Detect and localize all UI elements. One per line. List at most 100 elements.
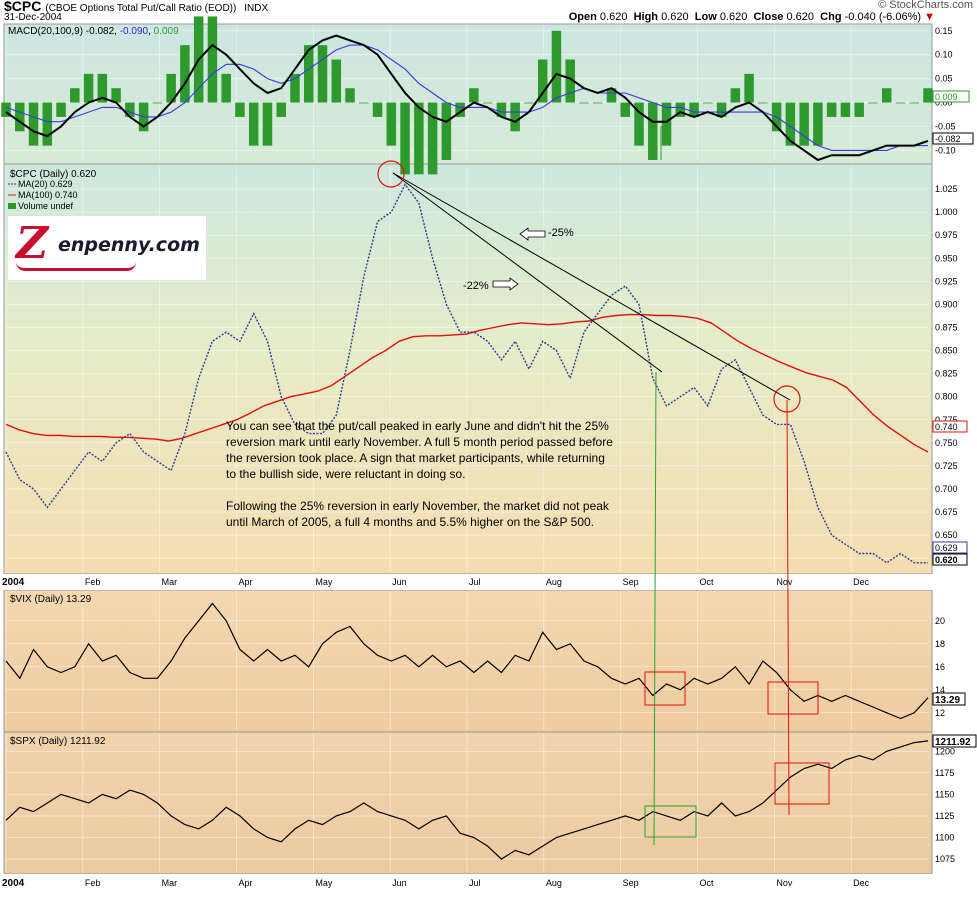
x-tick-label-bottom: May [315,878,333,888]
green-vertical-marker [653,371,657,846]
vix-line [5,602,929,720]
macd-panel [3,23,933,165]
macd-histogram-bar [15,102,25,132]
x-tick-label-main: Jul [469,577,481,587]
x-tick-label-main: Feb [85,577,101,587]
symbol-name: (CBOE Options Total Put/Call Ratio (EOD)… [45,3,237,14]
symbol: $CPC [4,0,42,14]
axis-ticks: 0.15 0.10 0.05 0.00 -0.05 -0.10 1.025 1.000 0.97… [2,26,958,889]
y-tick-label: -0.05 [935,122,956,132]
macd-histogram-bar [716,102,727,117]
x-tick-label-main: Oct [700,577,715,587]
y-tick-label: 0.10 [935,50,953,60]
y-tick-label: 0.925 [935,276,958,286]
macd-histogram-bar [331,59,342,103]
spx-box-nov [774,762,830,805]
macd-histogram-bar [744,73,754,103]
label-25pct: -25% [548,227,574,239]
x-tick-label-bottom: Jul [469,878,481,888]
macd-histogram-bar [923,88,933,103]
vix-box-sep [644,671,686,706]
y-tick-label: 1100 [935,833,954,843]
y-tick-label: 0.725 [935,461,958,471]
macd-histogram-bar [675,102,686,117]
last-value-labels: 0.009 -0.082 0.740 0.629 0.620 13.29 121… [932,90,977,748]
y-tick-label: 1200 [935,746,955,756]
last-hist-label: 0.009 [935,92,958,102]
macd-histogram-bar [180,45,190,103]
macd-histogram-bar [372,102,383,117]
low-value: 0.620 [719,11,748,23]
macd-histogram-bar [427,102,438,175]
y-tick-label: 0.700 [935,484,958,494]
last-vix-label: 13.29 [935,695,960,706]
chart-title: $CPC (CBOE Options Total Put/Call Ratio (… [4,0,268,14]
macd-histogram-bar [221,73,231,103]
macd-histogram-bar [689,102,699,117]
last-ma100-box [932,420,968,433]
macd-histogram-bar [840,102,851,117]
macd-histogram-bar [400,102,410,175]
high-value: 0.620 [661,11,689,23]
x-tick-label-bottom: Aug [546,878,562,888]
trendline-25pct [392,172,791,401]
label-22pct: -22% [463,280,489,292]
ma100-legend: MA(100) 0.740 [18,190,78,200]
macd-histogram-bar [262,102,273,146]
arrow-right-icon [492,277,519,291]
chart-date: 31-Dec-2004 [4,12,62,23]
y-tick-label: 1125 [935,811,954,821]
annotation-paragraph-2: Following the 25% reversion in early Nov… [226,499,609,529]
x-tick-label-main: Jun [392,577,407,587]
high-label: High [633,11,659,23]
macd-histogram-bar [290,73,300,103]
y-tick-label: 12 [935,708,945,718]
macd-histogram-bar [42,102,53,146]
vix-title: $VIX (Daily) 13.29 [10,594,92,605]
down-arrow-icon: ▼ [924,11,935,23]
x-tick-label-main: Apr [239,577,253,587]
last-macd-label: -0.082 [935,134,961,144]
last-macd-box [932,132,974,145]
y-tick-label: 1.025 [935,184,958,194]
macd-histogram-bar [634,102,644,146]
macd-histogram-bar [1,102,11,117]
macd-histogram-bar [826,102,837,117]
x-axis-band-bottom [0,874,977,898]
macd-histogram-bar [111,88,121,103]
macd-histogram-bar [28,102,39,146]
x-tick-label-bottom: Mar [162,878,178,888]
y-tick-label: 0.750 [935,438,958,448]
macd-histogram-bar [524,102,534,104]
series-lines [5,34,929,860]
open-value: 0.620 [599,11,628,23]
last-cpc-box [932,553,968,566]
macd-legend: MACD(20,100,9) -0.082, -0.090, 0.009 [8,26,179,37]
macd-histogram-bar [868,102,878,104]
annotation-text: You can see that the put/call peaked in … [226,418,616,546]
macd-histogram-bar [854,102,864,117]
macd-histogram-bar [359,102,369,104]
spx-title: $SPX (Daily) 1211.92 [10,736,106,747]
y-tick-label: 1175 [935,768,954,778]
cpc-legend: $CPC (Daily) 0.620 MA(20) 0.629 MA(100) … [8,169,97,211]
macd-histogram-bar [620,102,630,117]
y-tick-label: 0.900 [935,299,958,309]
macd-histogram-bar [304,45,314,103]
last-spx-label: 1211.92 [935,737,971,748]
y-tick-label: 0.950 [935,253,958,263]
macd-histogram-bar [592,102,603,104]
exchange: INDX [244,3,269,14]
last-ma20-box [932,541,968,554]
macd-histogram-bar [83,73,94,103]
last-spx-box [932,734,977,748]
macd-histogram-bar [386,102,397,146]
y-tick-label: -0.10 [935,145,956,155]
close-label: Close [753,11,784,23]
y-tick-label: 1150 [935,789,954,799]
spx-panel [3,731,933,875]
x-tick-label-bottom: Dec [853,878,870,888]
chg-value: -0.040 (-6.06%) [844,11,922,23]
y-tick-label: 16 [935,662,945,672]
vix-box-nov [767,681,819,715]
